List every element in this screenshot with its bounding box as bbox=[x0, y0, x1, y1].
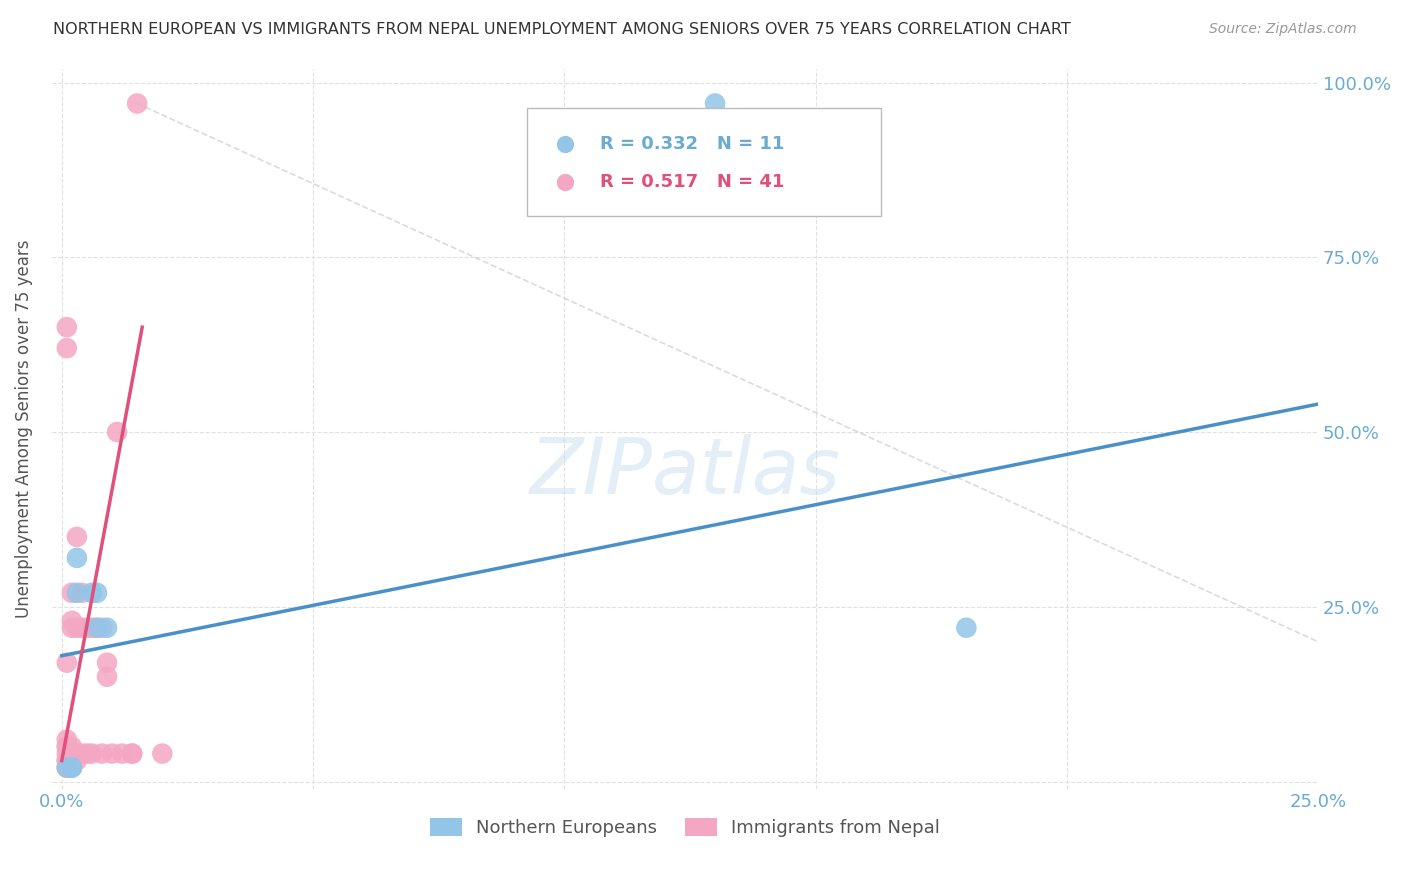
Point bbox=[56, 754, 79, 768]
Point bbox=[66, 747, 89, 761]
Text: R = 0.332   N = 11: R = 0.332 N = 11 bbox=[600, 135, 785, 153]
Point bbox=[60, 614, 83, 628]
Point bbox=[66, 530, 89, 544]
Legend: Northern Europeans, Immigrants from Nepal: Northern Europeans, Immigrants from Nepa… bbox=[422, 811, 948, 845]
Point bbox=[80, 747, 103, 761]
Point bbox=[60, 621, 83, 635]
Point bbox=[60, 586, 83, 600]
Point bbox=[66, 550, 89, 565]
Point bbox=[101, 747, 124, 761]
Point bbox=[111, 747, 134, 761]
Point bbox=[60, 747, 83, 761]
Point bbox=[56, 754, 79, 768]
Text: NORTHERN EUROPEAN VS IMMIGRANTS FROM NEPAL UNEMPLOYMENT AMONG SENIORS OVER 75 YE: NORTHERN EUROPEAN VS IMMIGRANTS FROM NEP… bbox=[53, 22, 1071, 37]
Point bbox=[955, 621, 977, 635]
Point bbox=[56, 760, 79, 774]
Point bbox=[56, 760, 79, 774]
Text: R = 0.517   N = 41: R = 0.517 N = 41 bbox=[600, 173, 785, 191]
Point bbox=[60, 760, 83, 774]
Point bbox=[56, 739, 79, 754]
Point bbox=[86, 621, 108, 635]
Point bbox=[56, 739, 79, 754]
Point bbox=[704, 96, 727, 111]
Point bbox=[86, 586, 108, 600]
FancyBboxPatch shape bbox=[527, 108, 882, 216]
Point bbox=[56, 747, 79, 761]
Point bbox=[96, 656, 118, 670]
Point bbox=[76, 747, 98, 761]
Point bbox=[70, 586, 93, 600]
Point bbox=[76, 621, 98, 635]
Point bbox=[70, 747, 93, 761]
Point bbox=[66, 586, 89, 600]
Point bbox=[127, 96, 149, 111]
Point bbox=[60, 760, 83, 774]
Point bbox=[66, 754, 89, 768]
Point bbox=[56, 732, 79, 747]
Point bbox=[66, 621, 89, 635]
Point bbox=[60, 739, 83, 754]
Point bbox=[91, 747, 114, 761]
Point bbox=[60, 754, 83, 768]
Point bbox=[121, 747, 143, 761]
Point bbox=[105, 425, 128, 439]
Point bbox=[56, 320, 79, 334]
Text: ZIPatlas: ZIPatlas bbox=[530, 434, 841, 509]
Point bbox=[121, 747, 143, 761]
Point bbox=[56, 760, 79, 774]
Point bbox=[96, 670, 118, 684]
Text: Source: ZipAtlas.com: Source: ZipAtlas.com bbox=[1209, 22, 1357, 37]
Y-axis label: Unemployment Among Seniors over 75 years: Unemployment Among Seniors over 75 years bbox=[15, 239, 32, 618]
Point bbox=[91, 621, 114, 635]
Point bbox=[70, 621, 93, 635]
Point bbox=[56, 341, 79, 355]
Point bbox=[80, 621, 103, 635]
Point bbox=[96, 621, 118, 635]
Point bbox=[150, 747, 173, 761]
Point bbox=[60, 760, 83, 774]
Point bbox=[56, 656, 79, 670]
Point bbox=[86, 621, 108, 635]
Point bbox=[80, 586, 103, 600]
